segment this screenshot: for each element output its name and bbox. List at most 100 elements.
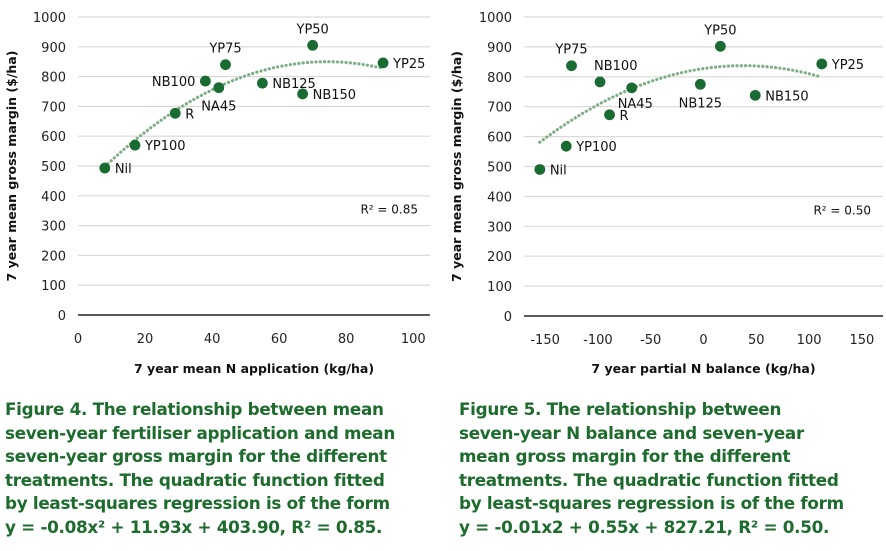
x-tick-label: 150 [849,333,874,348]
r-squared-label: R² = 0.50 [813,203,871,217]
data-label: Nil [550,163,567,178]
data-point [377,57,389,69]
y-tick-label: 300 [41,220,66,235]
data-label: NA45 [201,100,236,115]
y-tick-label: 200 [41,249,66,264]
data-point [199,75,211,87]
figure-4-chart: 0 100 200 300 400 500 600 700 800 900 1000 0 20 40 60 8… [0,0,440,385]
x-tick-label: 0 [699,333,707,348]
y-tick-label: 100 [487,280,512,295]
data-point [594,76,606,88]
data-label: YP50 [703,23,736,38]
y-tick-label: 700 [41,100,66,115]
x-tick-label: 100 [797,333,822,348]
data-label: NB100 [152,75,195,90]
x-axis-title: 7 year mean N application (kg/ha) [134,361,374,376]
y-tick-label: 500 [41,160,66,175]
x-tick-label: 100 [401,332,426,347]
data-label: YP100 [575,140,617,155]
data-label: R [620,109,629,124]
caption-line: Figure 4. The relationship between mean [5,399,384,419]
data-label: Nil [115,162,132,177]
caption-line: y = -0.08x² + 11.93x + 403.90, R² = 0.85… [5,516,383,537]
data-label: YP25 [831,58,864,73]
data-label: NB150 [765,89,808,104]
y-tick-label: 900 [487,41,512,56]
y-tick-label: 800 [41,71,66,86]
data-label: R [185,107,194,122]
figure-4-plot: 0 100 200 300 400 500 600 700 800 900 1000 0 20 40 60 8… [4,11,430,376]
data-label: YP50 [296,22,329,37]
y-tick-label: 300 [487,220,512,235]
caption-line: seven-year N balance and seven-year [459,422,804,443]
y-axis-title: 7 year mean gross margin ($/ha) [4,51,19,282]
data-label: NB125 [272,77,315,92]
data-point [816,58,828,70]
caption-line: mean gross margin for the different [459,446,791,467]
y-tick-label: 700 [487,101,512,116]
y-tick-label: 400 [41,190,66,205]
x-tick-label: 50 [748,333,765,348]
data-point [566,60,577,72]
data-label: YP75 [208,42,241,57]
caption-line: treatments. The quadratic function fitte… [459,469,839,490]
caption-line: treatments. The quadratic function fitte… [5,469,385,490]
x-tick-label: 0 [74,332,82,347]
y-tick-label: 900 [41,41,66,56]
data-point [626,82,638,94]
x-tick-label: -150 [530,333,560,348]
data-point [99,162,111,174]
x-tick-label: -100 [583,333,613,348]
y-tick-label: 800 [487,71,512,86]
y-tick-label: 400 [487,190,512,205]
data-point [604,109,615,121]
x-tick-label: -50 [640,333,661,348]
data-label: YP25 [392,57,425,72]
y-tick-label: 200 [487,250,512,265]
data-point [220,59,231,71]
y-tick-label: 100 [41,279,66,294]
y-tick-label: 0 [504,310,512,325]
data-label: NA45 [618,97,653,112]
y-tick-label: 1000 [33,11,66,26]
y-tick-label: 0 [58,309,66,324]
caption-line: by least-squares regression is of the fo… [459,493,844,514]
data-point [129,139,141,151]
x-axis-title: 7 year partial N balance (kg/ha) [591,361,815,376]
data-point [169,107,181,119]
data-point [213,82,225,94]
y-tick-label: 500 [487,161,512,176]
caption-line: y = -0.01x2 + 0.55x + 827.21, R² = 0.50. [459,516,830,537]
data-label: NB100 [594,59,637,74]
y-axis-title: 7 year mean gross margin ($/ha) [449,51,464,282]
data-label: YP100 [144,139,186,154]
caption-line: Figure 5. The relationship between [459,399,782,419]
r-squared-label: R² = 0.85 [360,203,418,217]
trendline [103,60,385,169]
y-tick-label: 600 [487,131,512,146]
caption-line: seven-year fertiliser application and me… [5,422,395,443]
figure-4-caption: Figure 4. The relationship between mean … [5,398,437,540]
data-point [256,77,268,89]
data-label: NB150 [313,88,356,103]
y-tick-label: 1000 [479,11,512,26]
data-point [694,78,706,90]
data-point [307,39,319,51]
data-point [297,88,309,100]
data-point [749,89,761,101]
caption-line: by least-squares regression is of the fo… [5,493,390,514]
figure-5-caption: Figure 5. The relationship between seven… [459,398,884,540]
data-label: NB125 [679,96,722,111]
x-tick-label: 20 [137,332,154,347]
x-tick-label: 80 [338,332,355,347]
caption-line: seven-year gross margin for the differen… [5,446,387,467]
trendline [538,64,824,144]
data-label: YP75 [554,43,587,58]
x-tick-label: 40 [204,332,221,347]
data-point [714,40,726,52]
x-tick-label: 60 [271,332,288,347]
data-point [534,164,546,175]
data-point [560,140,572,152]
figure-5-chart: 0 100 200 300 400 500 600 700 800 900 1000 -150 -100… [443,0,886,385]
